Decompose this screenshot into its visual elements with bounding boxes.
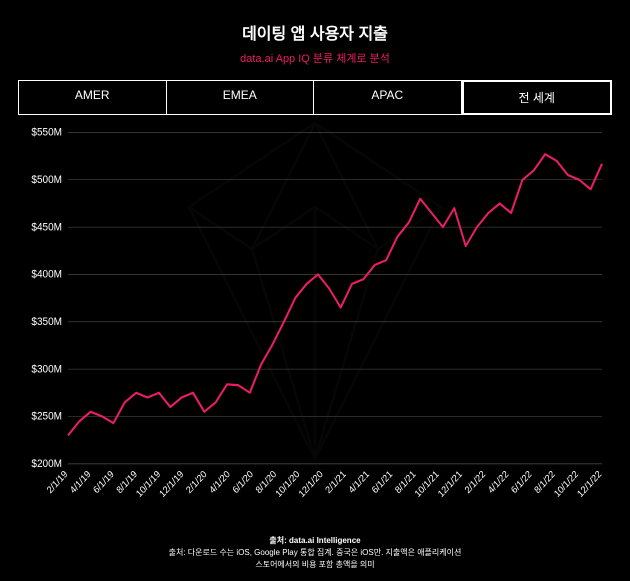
chart-title: 데이팅 앱 사용자 지출 <box>18 20 612 44</box>
footer-note-2: 스토어에서의 비용 포함 총액을 의미 <box>18 559 612 571</box>
svg-text:10/1/21: 10/1/21 <box>412 468 441 499</box>
footer-source: 출처: data.ai Intelligence <box>18 535 612 547</box>
svg-text:6/1/19: 6/1/19 <box>91 468 116 495</box>
svg-text:$550M: $550M <box>31 127 62 138</box>
svg-text:6/1/22: 6/1/22 <box>509 468 534 495</box>
svg-text:2/1/20: 2/1/20 <box>184 468 209 495</box>
svg-text:10/1/19: 10/1/19 <box>134 468 163 499</box>
svg-text:2/1/19: 2/1/19 <box>44 468 69 495</box>
svg-text:6/1/21: 6/1/21 <box>369 468 394 495</box>
chart-footer: 출처: data.ai Intelligence 출처: 다운로드 수는 iOS… <box>18 535 612 571</box>
region-tabs: AMEREMEAAPAC전 세계 <box>18 80 612 115</box>
svg-text:4/1/19: 4/1/19 <box>67 468 92 495</box>
svg-text:$300M: $300M <box>31 364 62 375</box>
svg-text:4/1/20: 4/1/20 <box>207 468 232 495</box>
svg-text:2/1/21: 2/1/21 <box>323 468 348 495</box>
line-chart: $200M $250M $300M $350M $400M $450M $500M $550M… <box>18 127 612 529</box>
svg-text:6/1/20: 6/1/20 <box>230 468 255 495</box>
svg-text:4/1/22: 4/1/22 <box>485 468 510 495</box>
tab-전 세계[interactable]: 전 세계 <box>462 80 613 115</box>
svg-text:$250M: $250M <box>31 411 62 422</box>
tab-emea[interactable]: EMEA <box>167 80 315 115</box>
svg-text:$400M: $400M <box>31 269 62 280</box>
svg-text:4/1/21: 4/1/21 <box>346 468 371 495</box>
svg-text:12/1/22: 12/1/22 <box>575 468 604 499</box>
footer-note-1: 출처: 다운로드 수는 iOS, Google Play 통합 집계. 중국은 … <box>18 547 612 559</box>
svg-text:12/1/20: 12/1/20 <box>296 468 325 499</box>
svg-text:$450M: $450M <box>31 222 62 233</box>
svg-text:$350M: $350M <box>31 317 62 328</box>
tab-amer[interactable]: AMER <box>18 80 167 115</box>
svg-text:10/1/20: 10/1/20 <box>273 468 302 499</box>
svg-text:12/1/19: 12/1/19 <box>157 468 186 499</box>
svg-text:2/1/22: 2/1/22 <box>462 468 487 495</box>
svg-text:10/1/22: 10/1/22 <box>552 468 581 499</box>
svg-text:12/1/21: 12/1/21 <box>435 468 464 499</box>
tab-apac[interactable]: APAC <box>314 80 462 115</box>
chart-container: 데이팅 앱 사용자 지출 data.ai App IQ 분류 체계로 분석 AM… <box>0 0 630 581</box>
chart-subtitle: data.ai App IQ 분류 체계로 분석 <box>18 50 612 66</box>
svg-text:$200M: $200M <box>31 459 62 470</box>
svg-text:$500M: $500M <box>31 175 62 186</box>
